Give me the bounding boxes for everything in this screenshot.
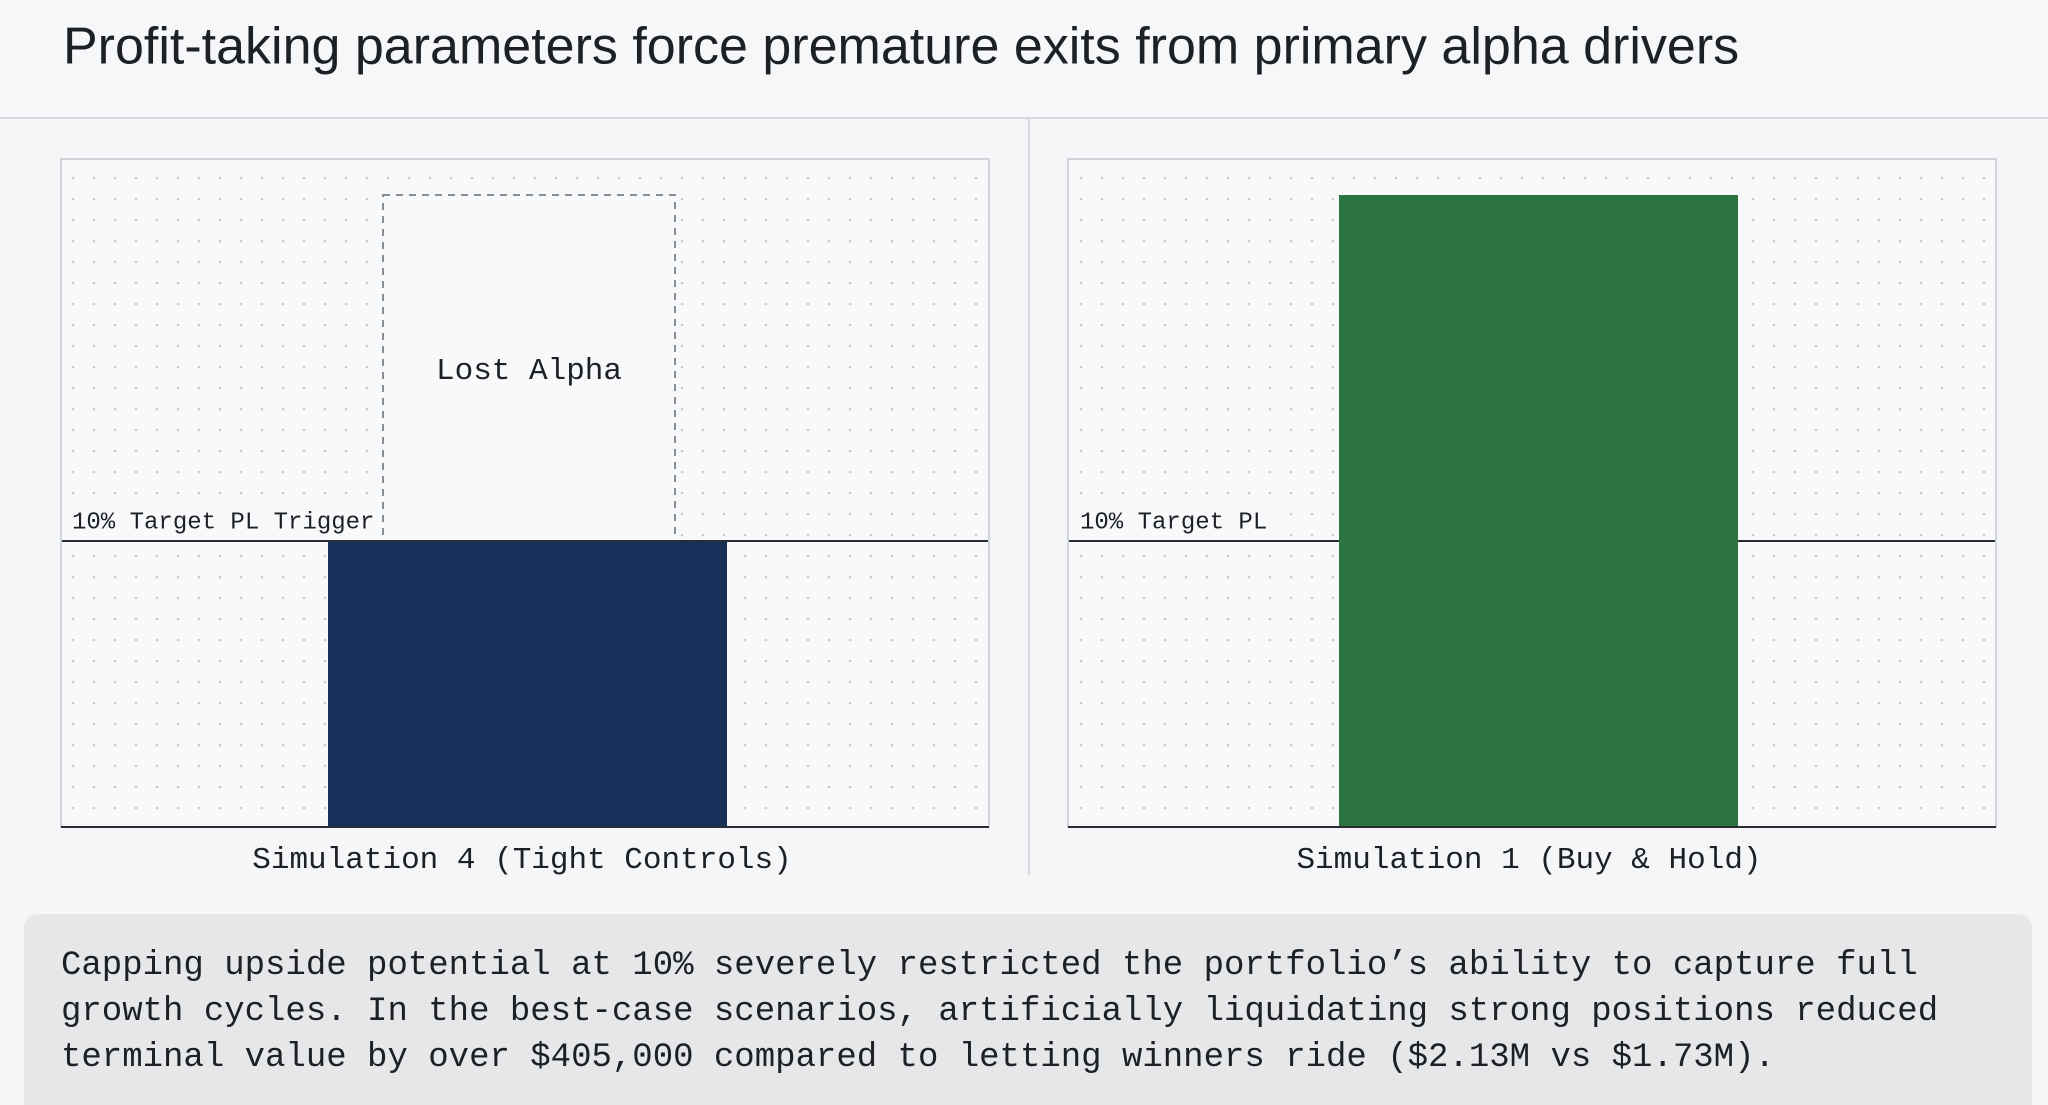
annotation: Lost Alpha [436, 354, 622, 389]
note-box [24, 914, 2032, 1105]
label-bg [1073, 505, 1273, 537]
bar [328, 541, 727, 827]
note-line: terminal value by over $405,000 compared… [61, 1039, 1775, 1077]
lost-alpha-box [382, 194, 676, 542]
threshold-label: 10% Target PL [1080, 509, 1267, 536]
bar [1339, 195, 1738, 827]
caption: Simulation 4 (Tight Controls) [252, 843, 792, 878]
panel-left: Lost Alpha 10% Target PL Trigger Simulat… [60, 158, 990, 878]
title: Profit-taking parameters force premature… [63, 18, 1739, 76]
label-bg [66, 505, 372, 537]
header [0, 0, 2048, 118]
threshold-label: 10% Target PL Trigger [72, 509, 374, 536]
note-line: growth cycles. In the best-case scenario… [61, 993, 1938, 1031]
caption: Simulation 1 (Buy & Hold) [1296, 843, 1761, 878]
note-line: Capping upside potential at 10% severely… [61, 947, 1918, 985]
panel-right: 10% Target PL Simulation 1 (Buy & Hold) [1067, 158, 1997, 878]
